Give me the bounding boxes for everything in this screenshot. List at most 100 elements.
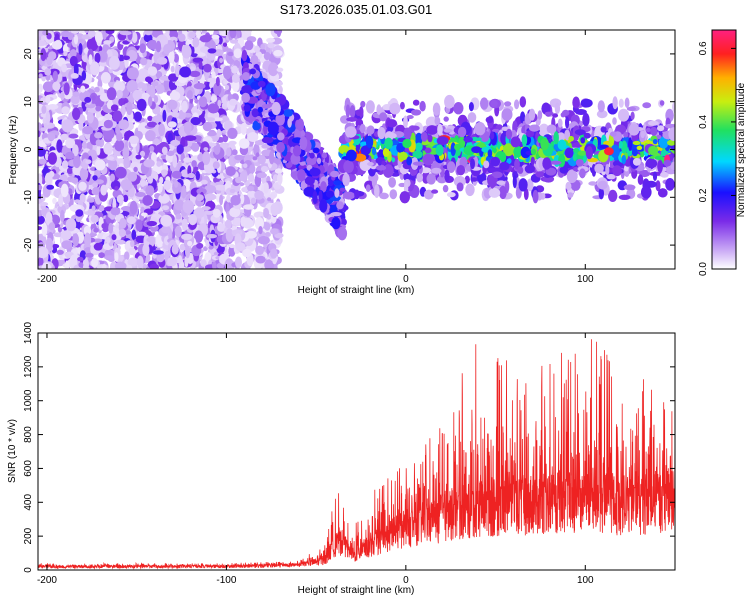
spectral-blob: [178, 33, 186, 42]
spectral-blob: [596, 110, 608, 119]
spectral-blob: [146, 220, 157, 227]
spectral-blob: [105, 30, 115, 35]
spectral-blob: [60, 183, 69, 198]
spectral-blob: [135, 231, 147, 237]
spectral-blob: [432, 102, 441, 116]
spectral-blob: [128, 247, 136, 256]
spectral-blob: [63, 82, 70, 96]
spectral-blob: [61, 119, 74, 133]
spectral-blob: [108, 158, 118, 171]
spectral-blob: [207, 103, 219, 114]
spectral-blob: [155, 40, 162, 53]
spectral-blob: [45, 237, 53, 252]
spectral-blob: [120, 104, 126, 116]
spectral-blob: [274, 80, 283, 87]
spectral-blob: [268, 62, 279, 77]
spectral-blob: [606, 174, 616, 180]
spectral-blob: [190, 53, 199, 58]
spectral-blob: [537, 110, 543, 120]
spectral-blob: [94, 31, 103, 44]
spectral-blob: [110, 104, 119, 112]
spectral-blob: [243, 104, 251, 112]
spectral-blob: [114, 261, 127, 269]
spectral-blob: [84, 232, 92, 247]
spectral-blob: [174, 225, 182, 238]
spectral-blob: [240, 216, 247, 227]
spectral-blob: [598, 187, 604, 200]
spectral-blob: [168, 73, 179, 82]
spectral-blob: [215, 76, 220, 87]
spectral-blob: [41, 262, 52, 269]
spectral-blob: [73, 63, 79, 76]
spectral-blob: [265, 82, 276, 97]
spectral-blob: [58, 194, 64, 207]
spectral-blob: [229, 188, 236, 194]
spectral-blob: [275, 113, 286, 126]
spectral-blob: [68, 133, 79, 139]
spectral-blob: [256, 172, 268, 179]
spectral-blob: [145, 76, 152, 83]
spectral-blob: [213, 82, 222, 96]
spectral-blob: [204, 184, 217, 194]
spectral-blob: [660, 171, 669, 178]
spectral-blob: [258, 226, 263, 235]
spectral-blob: [122, 147, 130, 159]
spectral-blob: [158, 123, 166, 137]
spectral-blob: [572, 96, 580, 109]
spectral-blob: [114, 166, 127, 179]
spectral-blob: [231, 65, 239, 74]
spectral-blob: [86, 37, 99, 52]
spectral-blob: [206, 234, 218, 239]
spectral-blob: [38, 158, 47, 165]
spectral-blob: [416, 172, 424, 183]
spectral-blob: [212, 208, 221, 218]
spectral-blob: [203, 147, 209, 152]
spectral-blob: [134, 192, 146, 197]
spectral-blob: [267, 197, 272, 202]
spectral-blob: [156, 57, 168, 65]
spectral-blob: [126, 80, 138, 93]
spectral-blob: [309, 152, 315, 159]
spectral-blob: [446, 192, 456, 198]
spectral-blob: [365, 184, 371, 192]
spectral-blob: [270, 228, 279, 235]
spectral-blob: [264, 259, 275, 269]
spectral-blob: [156, 161, 162, 167]
spectral-blob: [270, 203, 279, 216]
spectral-blob: [340, 115, 350, 124]
spectral-blob: [61, 63, 67, 73]
spectral-blob: [241, 84, 253, 94]
spectral-blob: [94, 159, 106, 171]
spectral-blob: [75, 215, 82, 223]
spectral-blob: [226, 194, 231, 203]
spectral-blob: [239, 170, 248, 182]
spectral-blob: [241, 49, 248, 62]
spectral-blob: [96, 145, 101, 156]
spectral-blob: [87, 30, 96, 38]
spectral-blob: [146, 121, 158, 128]
spectral-blob: [40, 202, 49, 207]
spectral-blob: [132, 89, 142, 101]
spectral-blob: [143, 234, 150, 248]
spectral-blob: [230, 39, 239, 44]
spectral-blob: [257, 80, 266, 88]
spectral-blob: [665, 178, 675, 191]
spectral-blob: [124, 251, 130, 261]
spectral-blob: [205, 117, 216, 122]
spectral-blob: [60, 230, 72, 241]
spectral-blob: [261, 144, 271, 149]
spectral-blob: [453, 102, 464, 115]
spectral-blob: [146, 237, 156, 243]
spectral-blob: [90, 214, 99, 223]
spectral-blob: [94, 86, 100, 93]
chart-title: S173.2026.035.01.03.G01: [280, 2, 433, 17]
spectral-blob: [116, 89, 123, 99]
spectral-blob: [157, 181, 163, 193]
spectral-blob: [207, 142, 217, 147]
spectral-blob: [167, 121, 177, 128]
spectral-blob: [175, 63, 180, 78]
spectral-blob: [183, 121, 192, 135]
spectral-blob: [274, 168, 283, 174]
spectral-blob: [426, 173, 436, 185]
spectral-blob: [40, 127, 47, 132]
